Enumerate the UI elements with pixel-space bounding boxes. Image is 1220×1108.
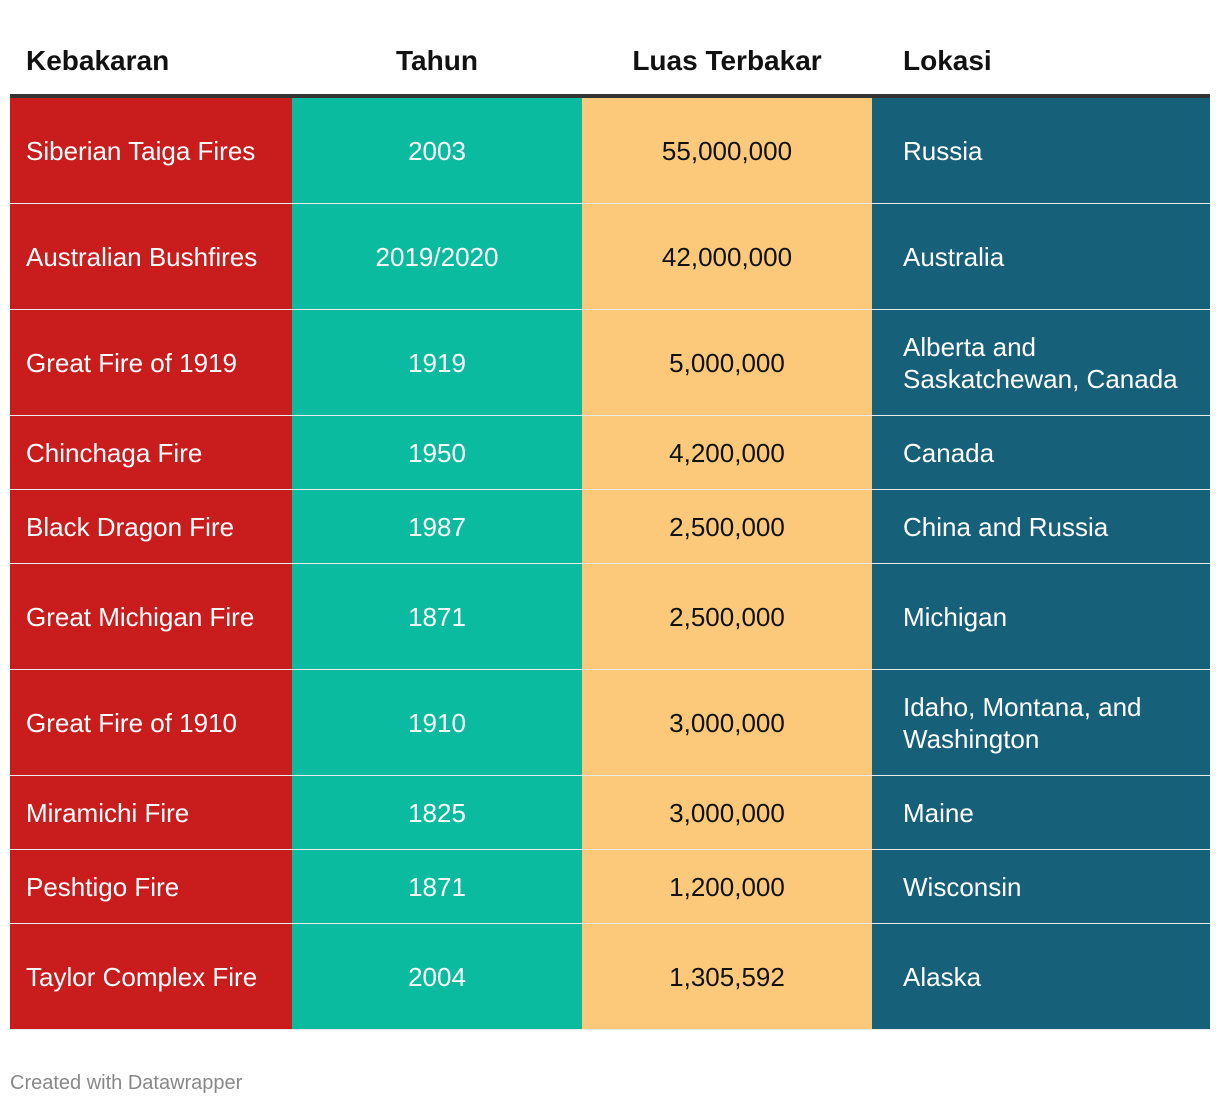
header-kebakaran[interactable]: Kebakaran xyxy=(26,45,170,76)
table-row: Great Michigan Fire 1871 2,500,000 Michigan xyxy=(10,564,1210,670)
cell-lokasi: Alberta and Saskatchewan, Canada xyxy=(872,310,1210,415)
cell-luas-terbakar: 1,200,000 xyxy=(582,850,872,923)
cell-kebakaran: Chinchaga Fire xyxy=(10,416,292,489)
cell-tahun: 2019/2020 xyxy=(292,204,582,309)
table-row: Chinchaga Fire 1950 4,200,000 Canada xyxy=(10,416,1210,490)
cell-lokasi: Canada xyxy=(872,416,1210,489)
table-row: Black Dragon Fire 1987 2,500,000 China and … xyxy=(10,490,1210,564)
table-header: Kebakaran Tahun Luas Terbakar Lokasi xyxy=(10,28,1210,98)
cell-luas-terbakar: 55,000,000 xyxy=(582,98,872,203)
table-row: Australian Bushfires 2019/2020 42,000,000 A… xyxy=(10,204,1210,310)
cell-kebakaran: Miramichi Fire xyxy=(10,776,292,849)
table-row: Peshtigo Fire 1871 1,200,000 Wisconsin xyxy=(10,850,1210,924)
cell-luas-terbakar: 3,000,000 xyxy=(582,670,872,775)
cell-tahun: 1910 xyxy=(292,670,582,775)
cell-lokasi: Russia xyxy=(872,98,1210,203)
cell-kebakaran: Great Fire of 1919 xyxy=(10,310,292,415)
cell-kebakaran: Taylor Complex Fire xyxy=(10,924,292,1029)
cell-kebakaran: Siberian Taiga Fires xyxy=(10,98,292,203)
cell-luas-terbakar: 1,305,592 xyxy=(582,924,872,1029)
cell-kebakaran: Peshtigo Fire xyxy=(10,850,292,923)
table-row: Great Fire of 1919 1919 5,000,000 Alberta a… xyxy=(10,310,1210,416)
cell-tahun: 1919 xyxy=(292,310,582,415)
table-row: Miramichi Fire 1825 3,000,000 Maine xyxy=(10,776,1210,850)
cell-lokasi: Idaho, Montana, and Washington xyxy=(872,670,1210,775)
cell-luas-terbakar: 3,000,000 xyxy=(582,776,872,849)
datawrapper-credit[interactable]: Created with Datawrapper xyxy=(10,1072,243,1094)
cell-tahun: 1871 xyxy=(292,850,582,923)
header-luas-terbakar[interactable]: Luas Terbakar xyxy=(632,45,822,76)
cell-lokasi: Michigan xyxy=(872,564,1210,669)
cell-kebakaran: Black Dragon Fire xyxy=(10,490,292,563)
cell-luas-terbakar: 4,200,000 xyxy=(582,416,872,489)
cell-tahun: 1987 xyxy=(292,490,582,563)
cell-luas-terbakar: 42,000,000 xyxy=(582,204,872,309)
cell-lokasi: Maine xyxy=(872,776,1210,849)
cell-tahun: 1871 xyxy=(292,564,582,669)
fires-table: Kebakaran Tahun Luas Terbakar Lokasi Sib… xyxy=(10,28,1210,1030)
cell-lokasi: Australia xyxy=(872,204,1210,309)
cell-tahun: 1825 xyxy=(292,776,582,849)
table-row: Siberian Taiga Fires 2003 55,000,000 Russia xyxy=(10,98,1210,204)
cell-kebakaran: Great Michigan Fire xyxy=(10,564,292,669)
cell-tahun: 2004 xyxy=(292,924,582,1029)
cell-tahun: 2003 xyxy=(292,98,582,203)
cell-lokasi: Alaska xyxy=(872,924,1210,1029)
header-tahun[interactable]: Tahun xyxy=(396,45,478,76)
table-body: Siberian Taiga Fires 2003 55,000,000 Russia… xyxy=(10,98,1210,1030)
cell-lokasi: Wisconsin xyxy=(872,850,1210,923)
cell-luas-terbakar: 2,500,000 xyxy=(582,564,872,669)
cell-kebakaran: Great Fire of 1910 xyxy=(10,670,292,775)
cell-lokasi: China and Russia xyxy=(872,490,1210,563)
cell-kebakaran: Australian Bushfires xyxy=(10,204,292,309)
table-row: Great Fire of 1910 1910 3,000,000 Idaho, Mo… xyxy=(10,670,1210,776)
cell-luas-terbakar: 2,500,000 xyxy=(582,490,872,563)
table-row: Taylor Complex Fire 2004 1,305,592 Alaska xyxy=(10,924,1210,1030)
header-lokasi[interactable]: Lokasi xyxy=(903,45,992,76)
cell-tahun: 1950 xyxy=(292,416,582,489)
cell-luas-terbakar: 5,000,000 xyxy=(582,310,872,415)
